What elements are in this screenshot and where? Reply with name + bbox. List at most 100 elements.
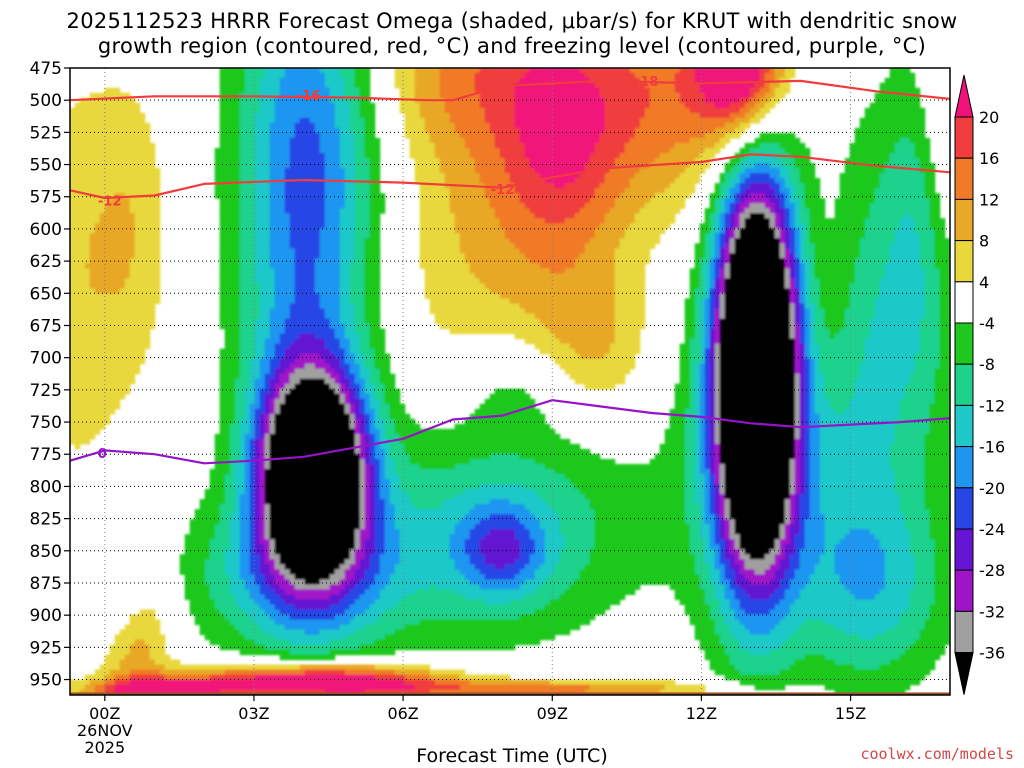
omega-cell [229, 243, 236, 249]
omega-cell [249, 258, 256, 264]
omega-cell [74, 178, 81, 184]
omega-cell [129, 218, 136, 224]
omega-cell [269, 268, 276, 274]
omega-cell [214, 549, 221, 555]
omega-cell [264, 253, 271, 259]
omega-cell [239, 303, 246, 310]
omega-cell [209, 544, 216, 550]
omega-cell [344, 127, 351, 134]
omega-cell [339, 373, 346, 380]
omega-cell [324, 654, 331, 661]
omega-cell [129, 629, 136, 636]
omega-cell [294, 82, 301, 89]
omega-cell [119, 152, 126, 159]
omega-cell [124, 348, 131, 355]
omega-cell [249, 564, 256, 570]
omega-cell [324, 458, 331, 465]
omega-cell [229, 398, 236, 405]
omega-cell [324, 338, 331, 345]
omega-cell [334, 132, 341, 139]
omega-cell [264, 679, 271, 686]
omega-cell [339, 218, 346, 224]
omega-cell [219, 468, 226, 475]
omega-cell [269, 629, 276, 636]
omega-cell [294, 238, 301, 244]
omega-cell [299, 223, 306, 229]
omega-cell [149, 223, 156, 229]
omega-cell [329, 263, 336, 269]
omega-cell [339, 669, 346, 676]
omega-cell [334, 213, 341, 219]
omega-cell [304, 68, 311, 74]
omega-cell [304, 443, 311, 450]
omega-cell [319, 233, 326, 239]
omega-cell [334, 423, 341, 430]
omega-cell [264, 564, 271, 570]
omega-cell [324, 258, 331, 264]
omega-cell [274, 338, 281, 345]
omega-cell [299, 509, 306, 515]
omega-cell [269, 142, 276, 149]
omega-cell [244, 102, 251, 109]
omega-cell [274, 403, 281, 410]
omega-cell [259, 273, 266, 279]
omega-cell [199, 619, 206, 626]
omega-cell [339, 137, 346, 144]
omega-cell [269, 383, 276, 390]
omega-cell [289, 554, 296, 560]
omega-cell [349, 218, 356, 224]
omega-cell [334, 544, 341, 550]
omega-cell [254, 338, 261, 345]
omega-cell [239, 268, 246, 274]
omega-cell [279, 529, 286, 535]
omega-cell [279, 579, 286, 585]
omega-cell [319, 368, 326, 375]
omega-cell [244, 163, 251, 169]
omega-cell [104, 664, 111, 671]
omega-cell [269, 308, 276, 315]
omega-cell [244, 253, 251, 259]
omega-cell [234, 303, 241, 310]
omega-cell [339, 383, 346, 390]
omega-cell [289, 188, 296, 194]
omega-cell [99, 107, 106, 114]
omega-cell [99, 198, 106, 204]
omega-cell [114, 258, 121, 264]
omega-cell [129, 353, 136, 360]
omega-cell [259, 193, 266, 199]
omega-cell [309, 669, 316, 676]
omega-cell [304, 669, 311, 676]
omega-cell [274, 494, 281, 500]
omega-cell [214, 499, 221, 505]
omega-cell [154, 208, 161, 214]
omega-cell [224, 463, 231, 470]
omega-cell [154, 288, 161, 295]
omega-cell [154, 619, 161, 626]
omega-cell [229, 263, 236, 269]
omega-cell [79, 243, 86, 249]
omega-cell [329, 268, 336, 274]
omega-cell [79, 338, 86, 345]
omega-cell [359, 112, 366, 119]
omega-cell [219, 157, 226, 164]
omega-cell [89, 383, 96, 390]
omega-cell [139, 168, 146, 174]
omega-cell [339, 213, 346, 219]
omega-cell [344, 198, 351, 204]
omega-cell [139, 137, 146, 144]
omega-cell [109, 112, 116, 119]
omega-cell [344, 453, 351, 460]
omega-cell [304, 639, 311, 646]
omega-cell [264, 448, 271, 455]
omega-cell [84, 137, 91, 144]
omega-cell [329, 474, 336, 480]
omega-cell [279, 248, 286, 254]
omega-cell [294, 127, 301, 134]
omega-cell [224, 333, 231, 340]
omega-cell [304, 524, 311, 530]
omega-cell [354, 644, 361, 651]
omega-cell [209, 504, 216, 510]
omega-cell [264, 142, 271, 149]
omega-cell [304, 574, 311, 580]
omega-cell [279, 288, 286, 295]
